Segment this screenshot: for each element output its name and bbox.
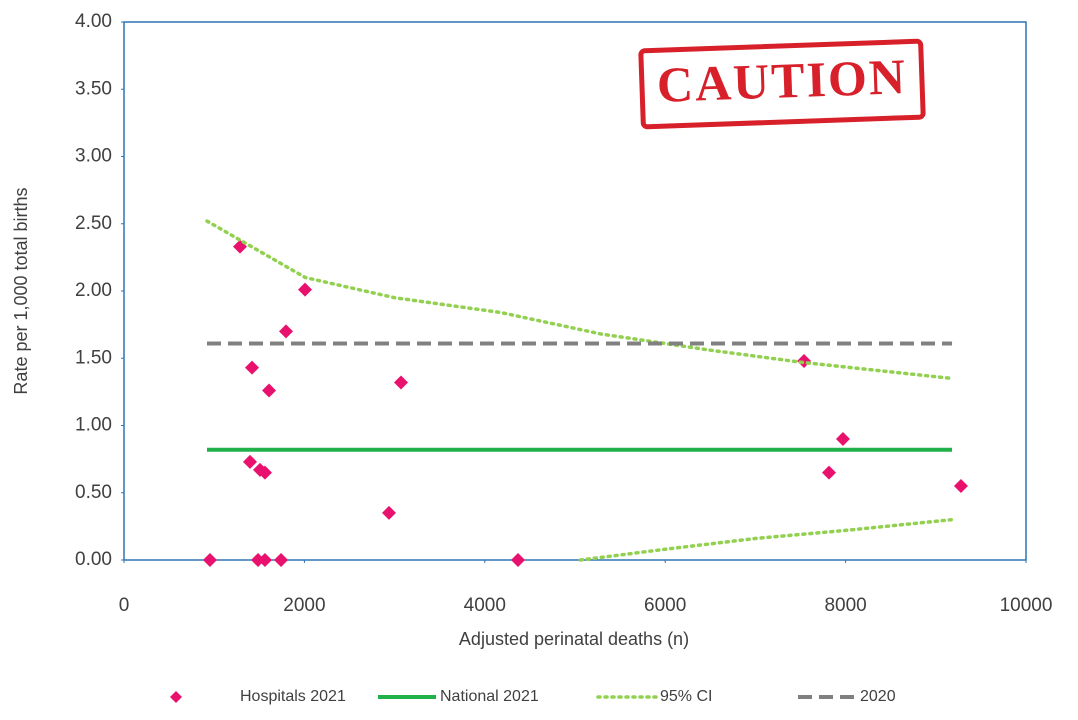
x-tick-label: 10000 bbox=[1000, 595, 1053, 616]
data-point bbox=[243, 454, 258, 469]
legend-label: National 2021 bbox=[440, 688, 539, 705]
y-tick-label: 0.50 bbox=[75, 482, 112, 503]
legend-label: Hospitals 2021 bbox=[240, 688, 346, 705]
data-point bbox=[262, 383, 277, 398]
data-point bbox=[278, 324, 293, 339]
data-point bbox=[274, 553, 289, 567]
legend-item: Hospitals 2021 bbox=[170, 688, 346, 705]
data-point bbox=[244, 360, 259, 375]
data-point bbox=[394, 375, 409, 390]
data-point bbox=[822, 465, 837, 480]
legend-label: 2020 bbox=[860, 688, 896, 705]
y-tick-label: 1.00 bbox=[75, 415, 112, 436]
legend-label: 95% CI bbox=[660, 688, 712, 705]
y-tick-label: 2.00 bbox=[75, 280, 112, 301]
y-axis-title: Rate per 1,000 total births bbox=[11, 187, 31, 394]
x-axis-title: Adjusted perinatal deaths (n) bbox=[459, 629, 689, 649]
data-point bbox=[797, 353, 812, 368]
stamp-border bbox=[638, 38, 926, 130]
series-line bbox=[205, 219, 954, 562]
y-tick-label: 3.50 bbox=[75, 78, 112, 99]
x-tick-label: 2000 bbox=[283, 595, 325, 616]
y-tick-label: 3.00 bbox=[75, 146, 112, 167]
legend: Hospitals 2021 National 2021 95% CI 2020 bbox=[170, 688, 896, 705]
data-point bbox=[257, 465, 272, 480]
data-point bbox=[835, 431, 850, 446]
y-tick-label: 0.00 bbox=[75, 549, 112, 570]
annotation: CAUTION bbox=[656, 48, 908, 113]
data-point bbox=[953, 479, 968, 494]
data-point bbox=[257, 553, 272, 567]
data-point bbox=[382, 505, 397, 520]
legend-item: National 2021 bbox=[378, 688, 539, 705]
x-tick-label: 8000 bbox=[824, 595, 866, 616]
x-tick-label: 4000 bbox=[464, 595, 506, 616]
legend-swatch bbox=[170, 691, 182, 703]
caution-stamp: CAUTION bbox=[638, 38, 926, 130]
data-point bbox=[298, 282, 313, 297]
data-point bbox=[510, 553, 525, 567]
y-tick-label: 4.00 bbox=[75, 11, 112, 32]
x-tick-label: 0 bbox=[119, 595, 130, 616]
legend-item: 95% CI bbox=[596, 688, 712, 705]
x-tick-label: 6000 bbox=[644, 595, 686, 616]
y-tick-label: 2.50 bbox=[75, 213, 112, 234]
data-point bbox=[202, 553, 217, 567]
legend-item: 2020 bbox=[798, 688, 896, 705]
y-tick-label: 1.50 bbox=[75, 347, 112, 368]
